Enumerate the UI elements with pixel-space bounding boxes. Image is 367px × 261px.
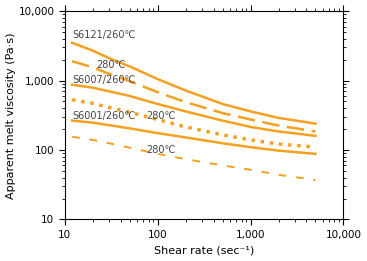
Text: 280℃: 280℃ — [97, 60, 126, 70]
X-axis label: Shear rate (sec⁻¹): Shear rate (sec⁻¹) — [154, 245, 254, 256]
Text: S6007/260℃: S6007/260℃ — [72, 75, 135, 85]
Text: 280℃: 280℃ — [146, 145, 175, 155]
Text: 280℃: 280℃ — [146, 111, 175, 121]
Text: S6121/260℃: S6121/260℃ — [72, 30, 135, 40]
Y-axis label: Apparent melt viscosity (Pa·s): Apparent melt viscosity (Pa·s) — [6, 32, 15, 199]
Text: S6001/260℃: S6001/260℃ — [72, 111, 135, 121]
